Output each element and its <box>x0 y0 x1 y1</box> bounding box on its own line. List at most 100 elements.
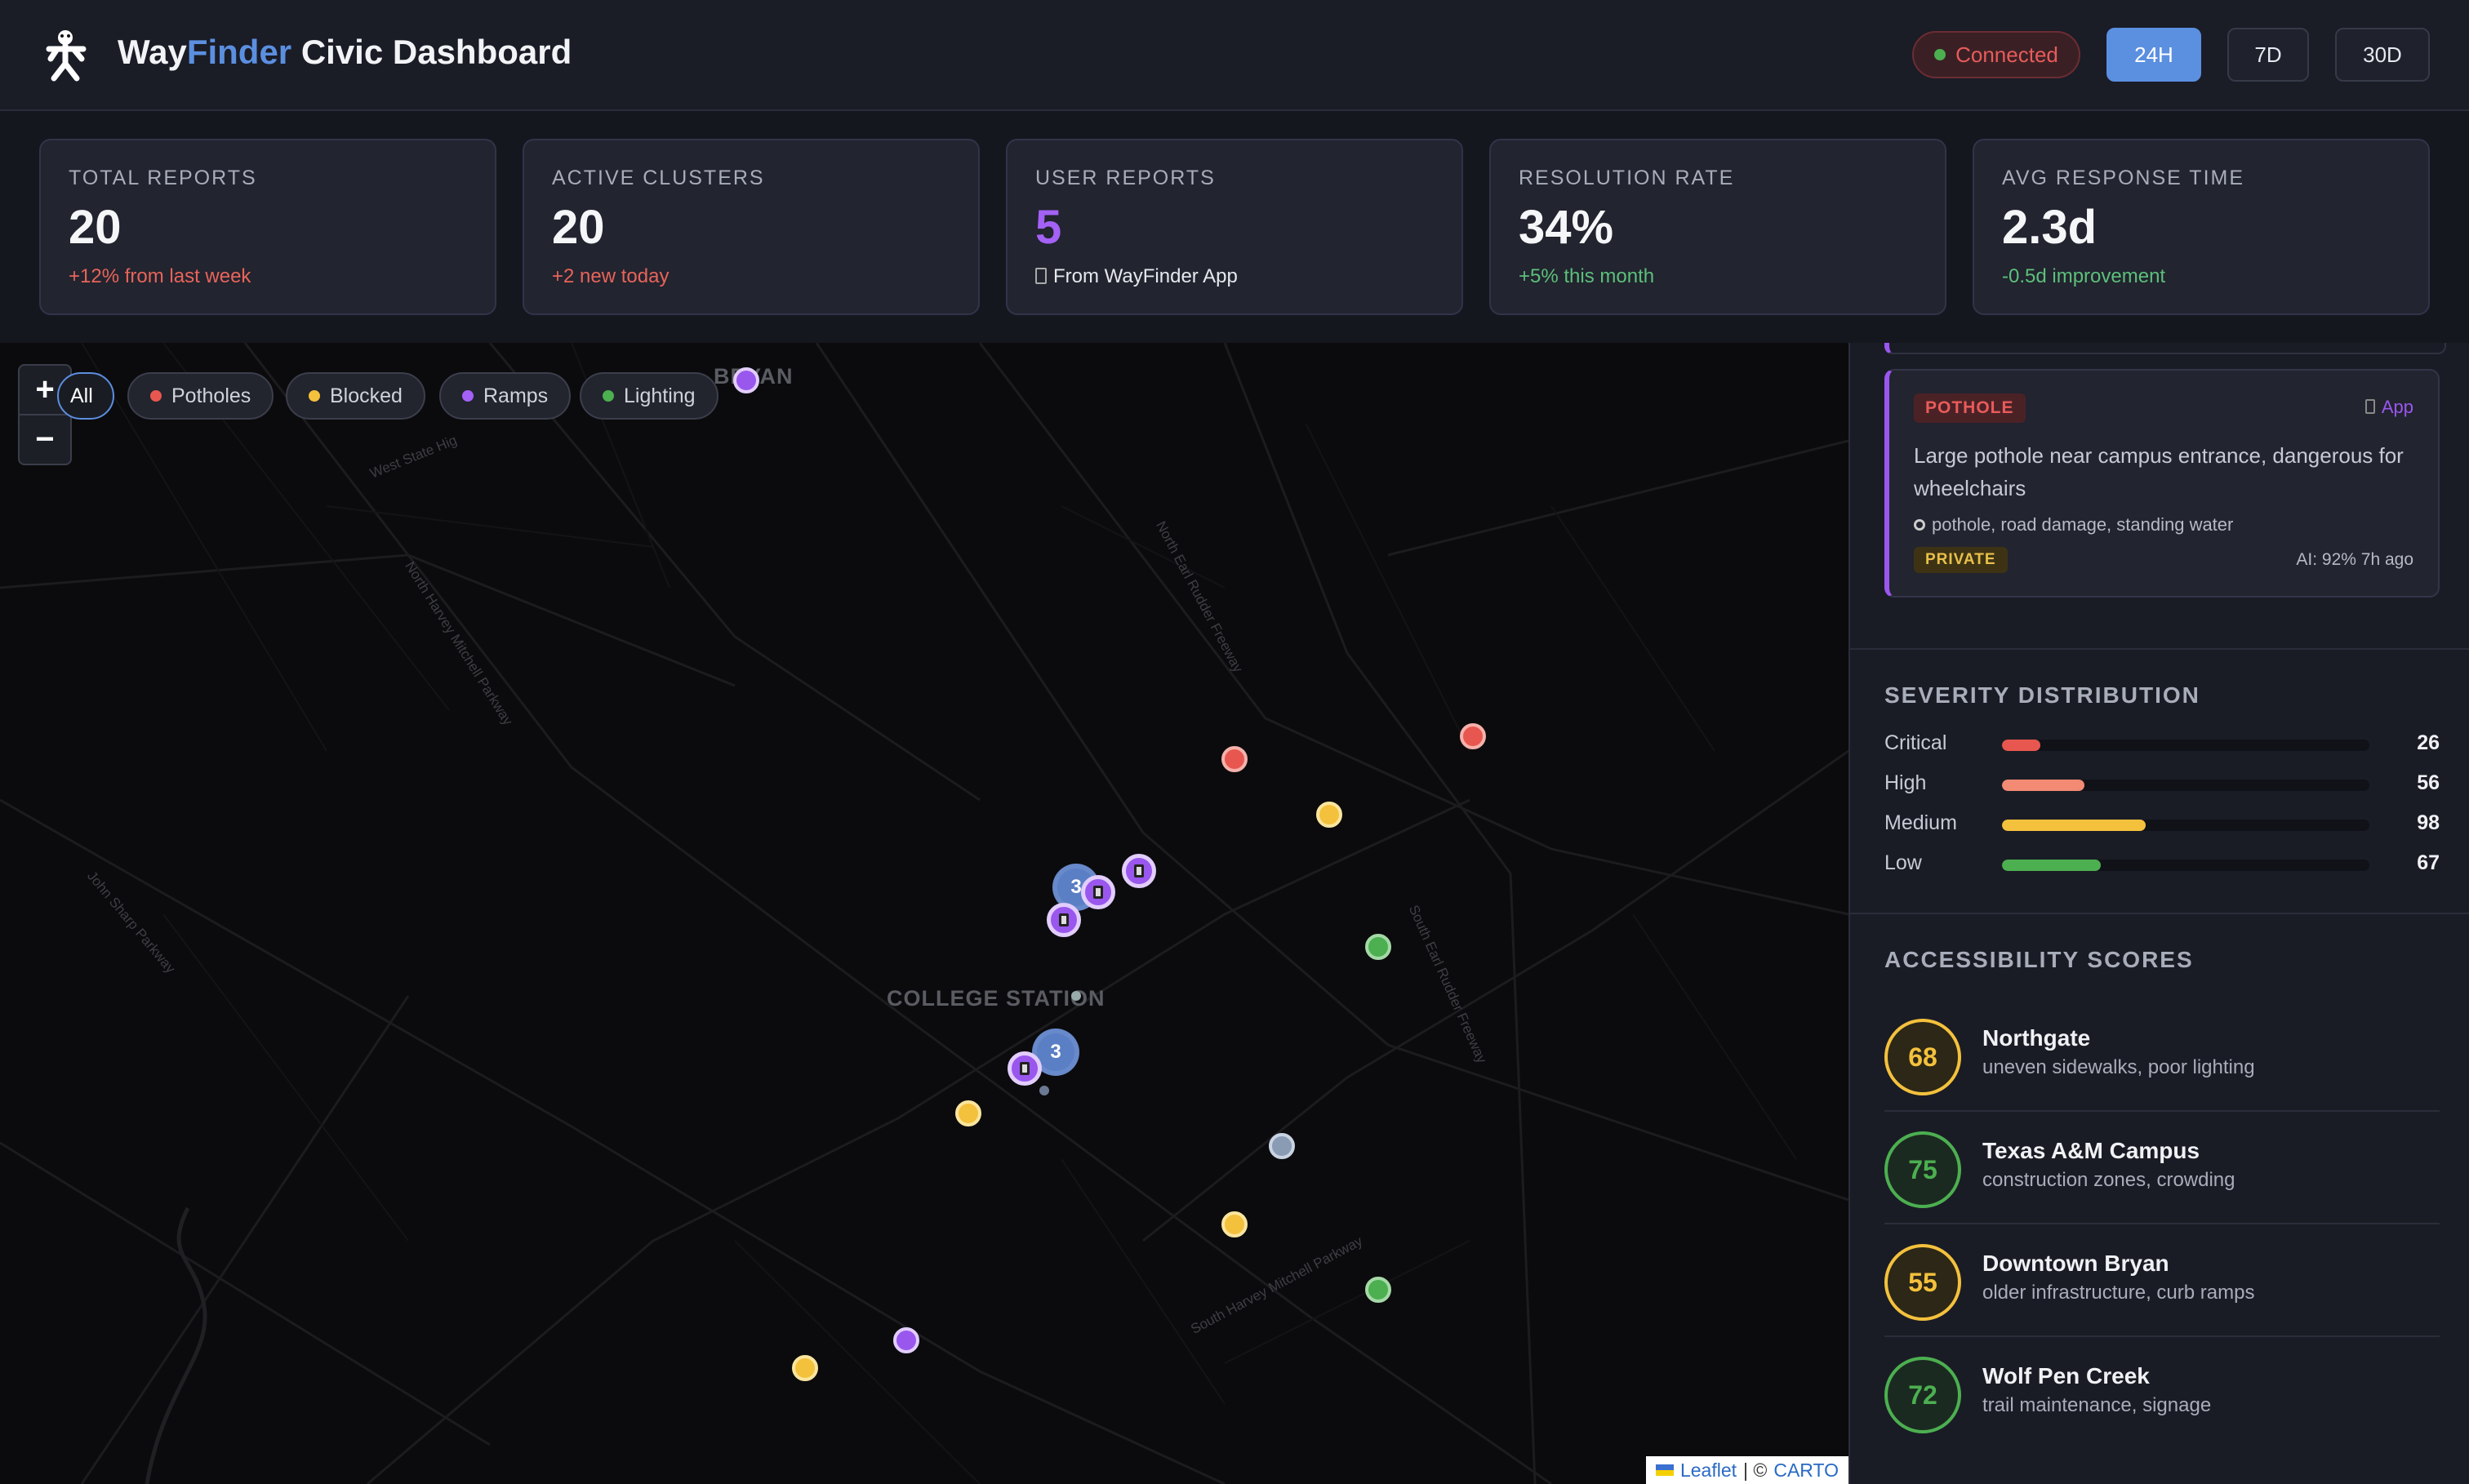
phone-icon <box>1059 913 1069 926</box>
score-circle: 55 <box>1884 1244 1961 1321</box>
filter-ramps[interactable]: Ramps <box>439 372 572 420</box>
severity-label: Medium <box>1884 811 1957 834</box>
filter-lighting[interactable]: Lighting <box>580 372 718 420</box>
stat-card-avg-response-time: AVG RESPONSE TIME 2.3d -0.5d improvement <box>1973 139 2430 315</box>
severity-count: 98 <box>2417 811 2440 834</box>
accessibility-score-row[interactable]: 75 Texas A&M Campus construction zones, cr… <box>1884 1113 2440 1224</box>
report-meta: AI: 92% 7h ago <box>2296 550 2413 569</box>
stat-label: TOTAL REPORTS <box>69 167 257 189</box>
stat-card-resolution-rate: RESOLUTION RATE 34% +5% this month <box>1489 139 1946 315</box>
severity-label: Low <box>1884 851 1922 874</box>
divider <box>1850 913 2469 914</box>
severity-bar <box>2002 740 2369 751</box>
score-circle: 75 <box>1884 1131 1961 1208</box>
stat-label: RESOLUTION RATE <box>1519 167 1735 189</box>
zoom-out-button[interactable]: − <box>35 421 55 457</box>
stat-card-total-reports: TOTAL REPORTS 20 +12% from last week <box>39 139 496 315</box>
map-tiles[interactable] <box>0 343 1848 1484</box>
connection-status-badge: Connected <box>1912 31 2080 78</box>
area-issues: older infrastructure, curb ramps <box>1982 1282 2255 1304</box>
severity-title: SEVERITY DISTRIBUTION <box>1884 682 2200 708</box>
previous-report-card[interactable] <box>1884 343 2446 354</box>
severity-count: 56 <box>2417 771 2440 794</box>
ramps-dot-icon <box>462 390 474 402</box>
map-view[interactable]: + − All Potholes Blocked Ramps Lighting … <box>0 343 1848 1484</box>
stat-change: -0.5d improvement <box>2002 265 2166 287</box>
phone-icon <box>1020 1062 1030 1075</box>
phone-icon <box>1093 886 1103 899</box>
leaflet-link[interactable]: Leaflet <box>1679 1459 1737 1481</box>
small-marker[interactable] <box>1071 991 1081 1001</box>
small-marker[interactable] <box>1039 1086 1049 1095</box>
side-panel[interactable]: POTHOLE App Large pothole near campus en… <box>1848 343 2469 1484</box>
blocked-marker[interactable] <box>955 1100 981 1126</box>
ramp-marker[interactable] <box>733 367 759 393</box>
severity-bar-fill <box>2002 860 2101 871</box>
stat-change: +2 new today <box>552 265 670 287</box>
area-issues: uneven sidewalks, poor lighting <box>1982 1056 2255 1078</box>
app-title: WayFinder Civic Dashboard <box>118 33 572 71</box>
status-dot-icon <box>1934 49 1946 60</box>
stat-value: 5 <box>1035 201 1062 254</box>
ramp-marker[interactable] <box>893 1327 919 1353</box>
accessibility-score-row[interactable]: 68 Northgate uneven sidewalks, poor lighti… <box>1884 1001 2440 1112</box>
wayfinder-logo-icon <box>46 30 87 82</box>
app-report-marker[interactable] <box>1081 875 1115 909</box>
stat-value: 34% <box>1519 201 1614 254</box>
lighting-marker[interactable] <box>1365 934 1391 960</box>
app-report-marker[interactable] <box>1008 1051 1042 1086</box>
score-circle: 72 <box>1884 1357 1961 1433</box>
place-label-college-station: COLLEGE STATION <box>887 986 1105 1011</box>
severity-bar <box>2002 820 2369 831</box>
stat-value: 20 <box>69 201 122 254</box>
blocked-marker[interactable] <box>1316 802 1342 828</box>
lighting-marker[interactable] <box>1365 1277 1391 1303</box>
stat-change: +12% from last week <box>69 265 251 287</box>
cluster-marker[interactable]: 3 <box>1032 1029 1079 1076</box>
severity-label: Critical <box>1884 731 1947 754</box>
stat-label: AVG RESPONSE TIME <box>2002 167 2245 189</box>
app-report-marker[interactable] <box>1047 903 1081 937</box>
stats-row: TOTAL REPORTS 20 +12% from last week ACT… <box>0 113 2469 344</box>
zoom-in-button[interactable]: + <box>20 366 70 415</box>
report-tags: pothole, road damage, standing water <box>1914 514 2413 535</box>
accessibility-score-row[interactable]: 72 Wolf Pen Creek trail maintenance, signa… <box>1884 1339 2440 1450</box>
accessibility-title: ACCESSIBILITY SCORES <box>1884 947 2194 972</box>
stat-card-active-clusters: ACTIVE CLUSTERS 20 +2 new today <box>523 139 980 315</box>
severity-row-medium: Medium 98 <box>1884 806 2440 839</box>
stat-value: 20 <box>552 201 605 254</box>
pothole-marker[interactable] <box>1460 723 1486 749</box>
blocked-dot-icon <box>309 390 320 402</box>
top-bar: WayFinder Civic Dashboard Connected 24H … <box>0 0 2469 111</box>
severity-bar-fill <box>2002 820 2146 831</box>
filter-blocked[interactable]: Blocked <box>286 372 425 420</box>
range-24h-button[interactable]: 24H <box>2106 28 2201 82</box>
area-name: Texas A&M Campus <box>1982 1138 2200 1163</box>
filter-all[interactable]: All <box>57 372 114 420</box>
stat-card-user-reports: USER REPORTS 5 From WayFinder App <box>1006 139 1463 315</box>
report-type-badge: POTHOLE <box>1914 393 2026 423</box>
phone-icon <box>1134 864 1144 878</box>
pothole-marker[interactable] <box>1221 746 1248 772</box>
area-name: Northgate <box>1982 1025 2091 1051</box>
range-7d-button[interactable]: 7D <box>2227 28 2309 82</box>
report-card[interactable]: POTHOLE App Large pothole near campus en… <box>1884 369 2440 598</box>
app-report-marker[interactable] <box>1122 854 1156 888</box>
carto-link[interactable]: CARTO <box>1773 1459 1839 1481</box>
severity-row-low: Low 67 <box>1884 846 2440 879</box>
blocked-marker[interactable] <box>1221 1211 1248 1237</box>
ukraine-flag-icon <box>1655 1464 1674 1476</box>
blocked-marker[interactable] <box>792 1355 818 1381</box>
search-icon <box>1914 519 1925 531</box>
filter-potholes[interactable]: Potholes <box>127 372 274 420</box>
severity-bar <box>2002 780 2369 791</box>
map-attribution: Leaflet | © CARTO <box>1645 1456 1848 1484</box>
area-issues: construction zones, crowding <box>1982 1169 2235 1191</box>
range-30d-button[interactable]: 30D <box>2335 28 2430 82</box>
visibility-badge: PRIVATE <box>1914 547 2008 573</box>
severity-bar-fill <box>2002 780 2084 791</box>
accessibility-score-row[interactable]: 55 Downtown Bryan older infrastructure, cu… <box>1884 1226 2440 1337</box>
report-marker[interactable] <box>1269 1133 1295 1159</box>
severity-row-critical: Critical 26 <box>1884 726 2440 759</box>
severity-count: 26 <box>2417 731 2440 754</box>
